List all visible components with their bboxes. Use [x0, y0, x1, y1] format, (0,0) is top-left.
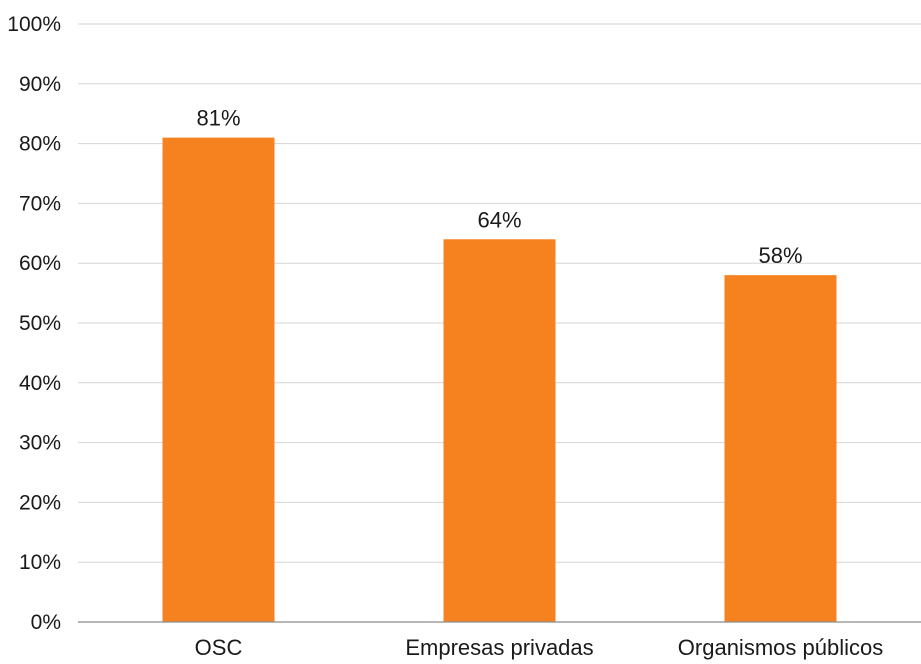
category-label-1: Empresas privadas	[405, 635, 593, 660]
bar-0	[162, 137, 275, 622]
y-tick-label: 100%	[7, 13, 61, 36]
y-axis-tick-labels: 0% 10% 20% 30% 40% 50% 60% 70% 80% 90% 100%	[7, 13, 61, 634]
data-label-2: 58%	[758, 243, 802, 268]
data-labels: 81% 64% 58%	[196, 106, 802, 269]
bar-2	[724, 275, 837, 622]
y-tick-label: 60%	[19, 252, 61, 275]
bars	[162, 137, 837, 622]
y-tick-label: 50%	[19, 312, 61, 335]
y-tick-label: 80%	[19, 133, 61, 156]
x-axis-category-labels: OSC Empresas privadas Organismos públicos	[195, 635, 884, 660]
y-tick-label: 10%	[19, 551, 61, 574]
y-tick-label: 30%	[19, 432, 61, 455]
y-tick-label: 20%	[19, 491, 61, 514]
y-tick-label: 70%	[19, 192, 61, 215]
bar-1	[443, 239, 556, 622]
data-label-0: 81%	[196, 106, 240, 131]
y-tick-label: 0%	[31, 611, 61, 634]
category-label-2: Organismos públicos	[678, 635, 883, 660]
y-tick-label: 40%	[19, 372, 61, 395]
category-label-0: OSC	[195, 635, 243, 660]
data-label-1: 64%	[477, 207, 521, 232]
y-tick-label: 90%	[19, 73, 61, 96]
